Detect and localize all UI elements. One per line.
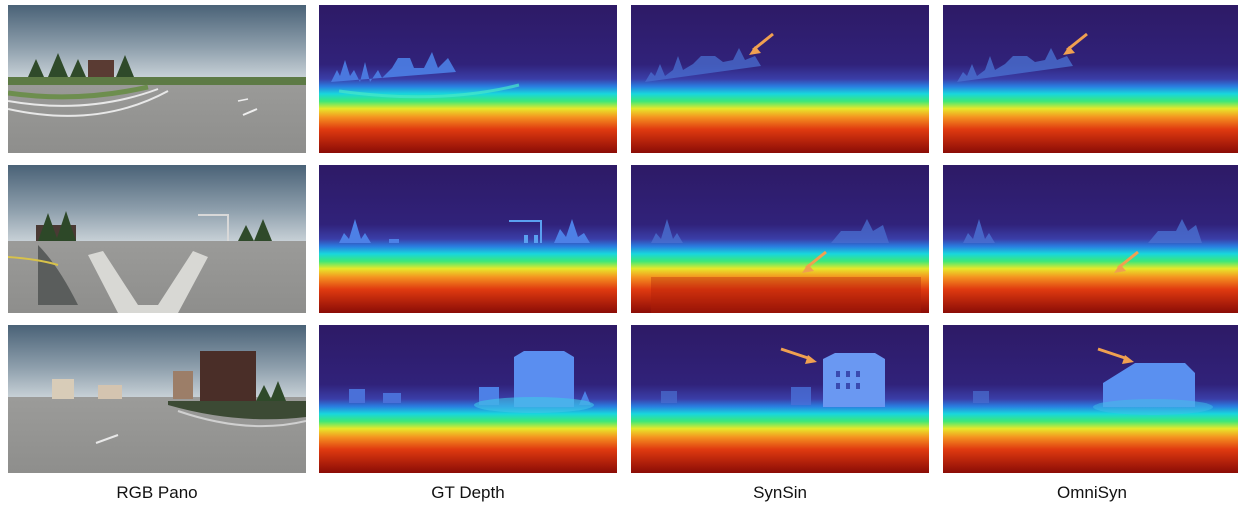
rgb-pano-row-2: [8, 165, 306, 313]
synsin-row-2: [631, 165, 929, 313]
gt-depth-row-2: [319, 165, 617, 313]
gt-depth-row-3: [319, 325, 617, 473]
column-label-synsin: SynSin: [753, 483, 807, 502]
rgb-pano-row-3: [8, 325, 306, 473]
omnisyn-row-1: [943, 5, 1238, 153]
column-label-gt-depth: GT Depth: [431, 483, 505, 502]
omnisyn-row-2: [943, 165, 1238, 313]
gt-depth-row-1: [319, 5, 617, 153]
omnisyn-row-3: [943, 325, 1238, 473]
synsin-row-3: [631, 325, 929, 473]
rgb-pano-row-1: [8, 5, 306, 153]
column-label-rgb-pano: RGB Pano: [116, 483, 198, 502]
synsin-row-1: [631, 5, 929, 153]
column-label-omnisyn: OmniSyn: [1057, 483, 1127, 502]
